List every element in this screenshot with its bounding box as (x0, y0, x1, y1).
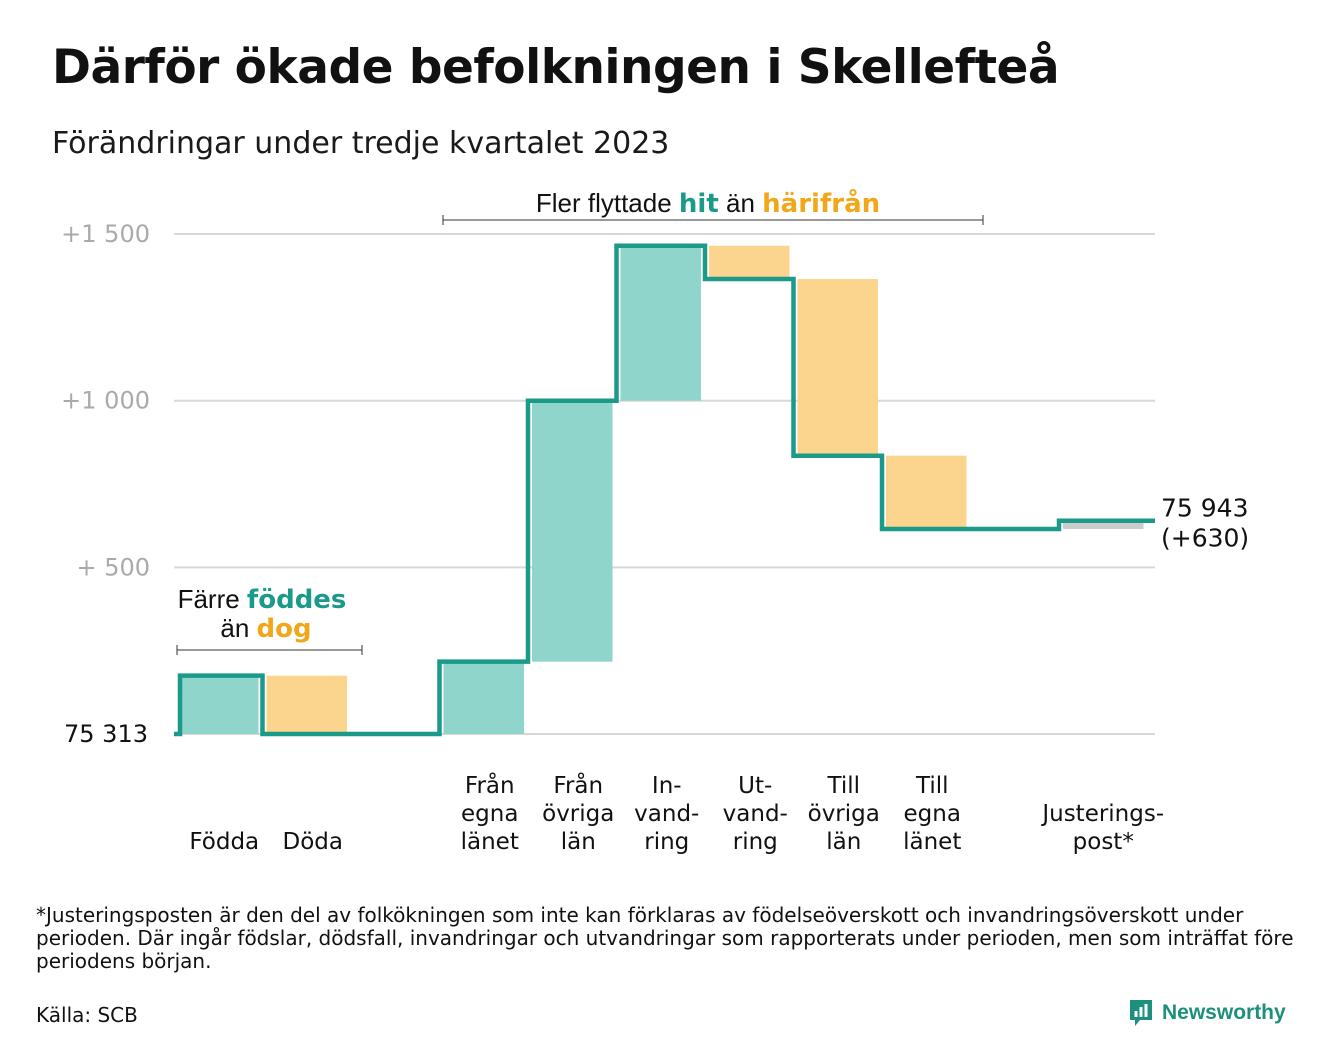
category-label: vand- (634, 801, 699, 827)
page-title: Därför ökade befolkningen i Skellefteå (52, 40, 1060, 95)
waterfall-bar (1063, 520, 1144, 530)
category-label: Ut- (738, 773, 772, 799)
start-value-label: 75 313 (64, 720, 148, 748)
annotation-span: hit (679, 189, 719, 219)
annotation-migration: Fler flyttade hit än härifrån (536, 187, 880, 219)
annotation-span: än (719, 188, 762, 218)
footnote: *Justeringsposten är den del av folkökni… (36, 903, 1294, 973)
source-note: Källa: SCB (36, 1003, 138, 1027)
category-label: Döda (283, 829, 343, 855)
category-label: länet (903, 829, 961, 855)
end-change-label: (+630) (1161, 524, 1249, 553)
y-tick-label: +1 000 (61, 387, 150, 415)
category-label: ring (644, 829, 689, 855)
y-tick-label: + 500 (76, 553, 150, 581)
category-label: egna (904, 801, 961, 827)
y-tick-label: +1 500 (61, 220, 150, 248)
category-label: vand- (723, 801, 788, 827)
waterfall-chart: +1 500 +1 000 + 500 75 313 75 943(+630) Födda… (61, 187, 1249, 855)
category-label: Från (465, 771, 515, 799)
category-label: län (826, 829, 861, 855)
annotation-births-deaths-line2: än dog (220, 613, 311, 644)
category-label: län (561, 829, 596, 855)
category-label: Födda (189, 829, 259, 855)
annotation-span: dog (257, 614, 312, 644)
waterfall-bar (797, 279, 878, 456)
category-label: In- (652, 773, 682, 799)
cumulative-step-line (174, 243, 1155, 737)
annotation-births-deaths: Färre föddes (178, 584, 347, 615)
category-label: Till (826, 773, 860, 799)
waterfall-bar (266, 675, 347, 734)
annotation-span: föddes (247, 585, 347, 615)
category-label: övriga (808, 801, 880, 827)
waterfall-bar (443, 661, 524, 734)
annotation-span: Färre (178, 584, 247, 614)
waterfall-bar (178, 675, 259, 734)
waterfall-bar (886, 455, 967, 530)
category-label: Justerings- (1040, 801, 1164, 827)
waterfall-bar (709, 245, 790, 280)
annotation-span: Fler flyttade (536, 188, 679, 218)
category-label: Till (915, 773, 949, 799)
category-label: Från (553, 771, 603, 799)
category-label: post* (1073, 829, 1134, 855)
brand-logo[interactable]: Newsworthy (1128, 997, 1286, 1029)
annotation-span: än (220, 613, 256, 643)
category-label: egna (461, 801, 518, 827)
waterfall-bar (532, 400, 613, 662)
brand-name: Newsworthy (1162, 1001, 1286, 1024)
category-label: länet (461, 829, 519, 855)
annotation-span: härifrån (762, 187, 880, 219)
category-label: övriga (542, 801, 614, 827)
waterfall-bar (620, 245, 701, 401)
category-label: ring (733, 829, 778, 855)
end-value-label: 75 943 (1161, 494, 1248, 523)
newsworthy-chart-logo-icon (1130, 1000, 1152, 1026)
page-subtitle: Förändringar under tredje kvartalet 2023 (52, 126, 670, 161)
